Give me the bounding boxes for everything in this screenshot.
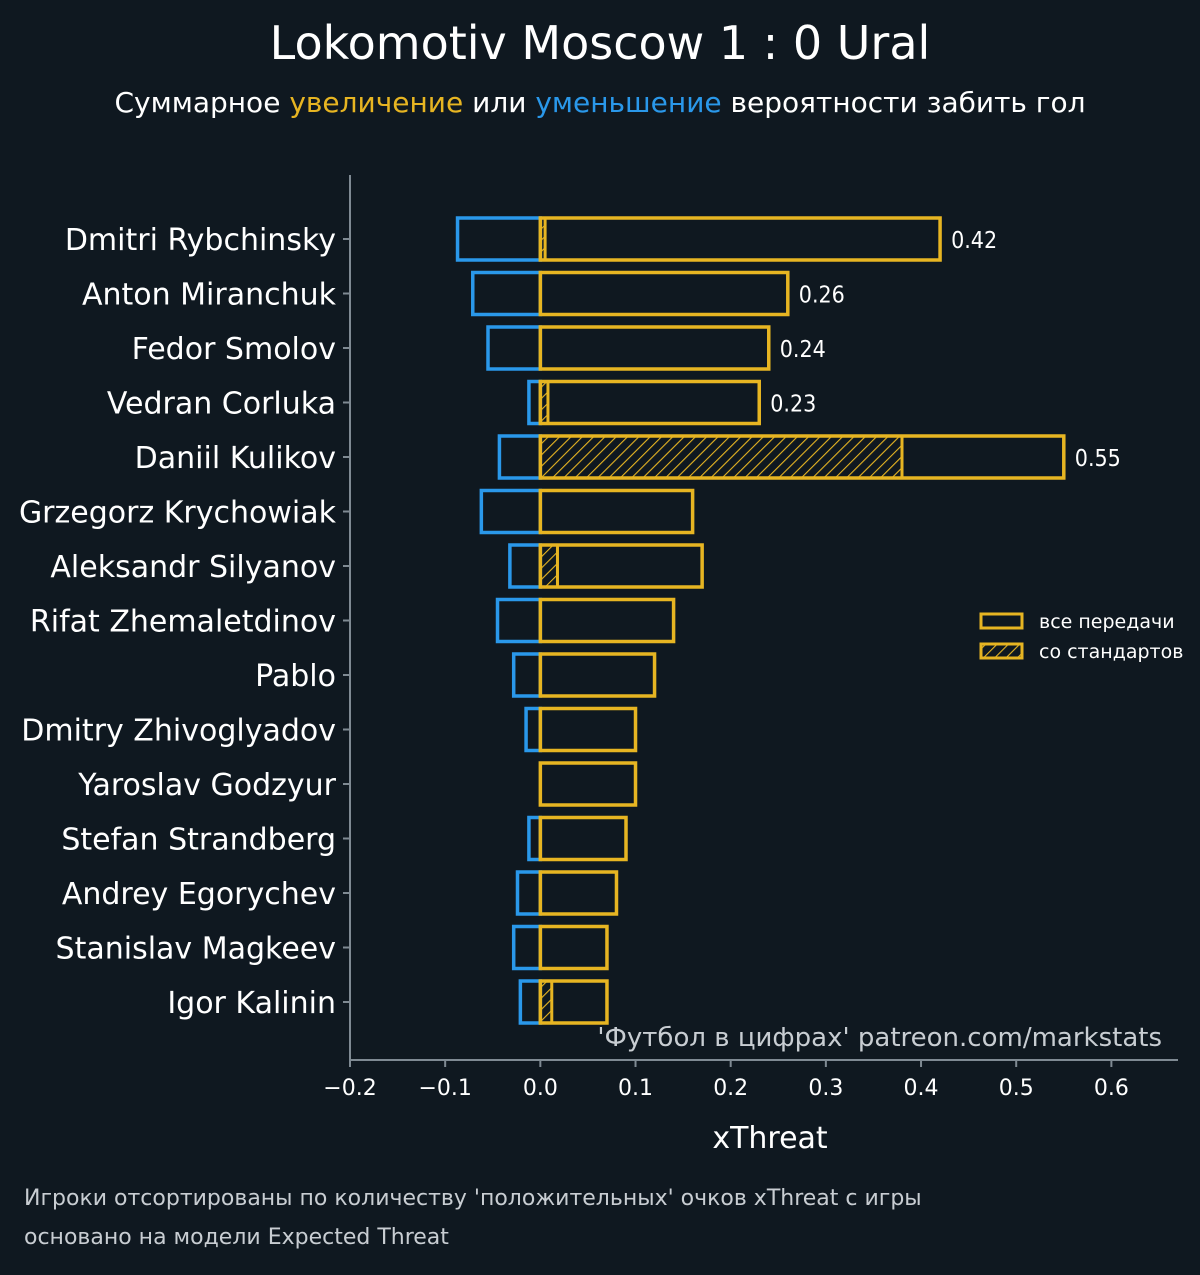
negative-bar xyxy=(486,325,543,371)
positive-bar xyxy=(538,270,790,317)
x-tick-label: 0.6 xyxy=(1094,1076,1129,1101)
negative-bar xyxy=(508,543,543,589)
subtitle-prefix: Суммарное xyxy=(114,86,290,119)
negative-bar xyxy=(479,488,543,535)
axes-group: −0.2 −0.1 0.0 0.1 0.2 0.3 0.4 0.5 0.6 xThreat xyxy=(323,175,1178,1156)
positive-bar xyxy=(538,924,609,971)
value-label: 0.23 xyxy=(770,392,816,418)
labels-group: Dmitri Rybchinsky Anton Miranchuk Fedor Sm… xyxy=(19,223,1162,1053)
player-label: Andrey Egorychev xyxy=(62,877,336,912)
legend-swatch-all-passes xyxy=(979,612,1024,630)
subtitle-increase: увеличение xyxy=(289,86,464,119)
player-label: Pablo xyxy=(255,659,336,694)
negative-bar xyxy=(511,652,543,698)
x-tick-label: 0.3 xyxy=(808,1076,843,1101)
player-label: Vedran Corluka xyxy=(107,387,336,422)
player-label: Grzegorz Krychowiak xyxy=(19,496,337,531)
positive-bar xyxy=(538,434,1066,480)
negative-bar xyxy=(515,870,543,916)
negative-bar xyxy=(511,924,543,971)
bars-group xyxy=(455,216,1066,1025)
set-piece-bar xyxy=(538,434,904,480)
player-label: Aleksandr Silyanov xyxy=(50,550,336,585)
positive-bar xyxy=(538,870,619,916)
positive-bar xyxy=(538,706,638,753)
footnote-model: основано на модели Expected Threat xyxy=(24,1225,449,1250)
value-label: 0.26 xyxy=(799,283,845,309)
value-label: 0.24 xyxy=(780,337,826,363)
chart-title: Lokomotiv Moscow 1 : 0 Ural xyxy=(269,16,931,70)
chart-subtitle: Суммарное увеличение или уменьшение веро… xyxy=(0,86,1200,119)
player-label: Stefan Strandberg xyxy=(61,823,336,858)
x-tick-label: −0.2 xyxy=(323,1076,376,1101)
positive-bar xyxy=(538,488,695,535)
value-label: 0.55 xyxy=(1075,446,1121,472)
positive-bar xyxy=(538,543,704,589)
x-tick-label: 0.1 xyxy=(618,1076,653,1101)
negative-bar xyxy=(524,706,543,753)
x-tick-label: 0.0 xyxy=(523,1076,558,1101)
player-label: Rifat Zhemaletdinov xyxy=(30,605,336,640)
player-label: Igor Kalinin xyxy=(167,986,336,1021)
negative-bar xyxy=(518,979,543,1025)
positive-bar xyxy=(538,216,942,262)
negative-bar xyxy=(495,597,543,644)
value-label: 0.42 xyxy=(951,228,997,254)
player-label: Stanislav Magkeev xyxy=(56,932,336,967)
positive-bar xyxy=(538,652,657,698)
positive-bar xyxy=(538,379,761,426)
subtitle-decrease: уменьшение xyxy=(535,86,722,119)
legend-label-all-passes: все передачи xyxy=(1039,611,1175,633)
player-label: Dmitry Zhivoglyadov xyxy=(21,714,336,749)
player-label: Fedor Smolov xyxy=(132,332,336,367)
player-label: Anton Miranchuk xyxy=(82,278,337,313)
positive-bar xyxy=(538,815,628,862)
x-tick-label: 0.5 xyxy=(999,1076,1034,1101)
chart-legend: все передачи со стандартов xyxy=(979,611,1183,663)
legend-label-set-pieces: со стандартов xyxy=(1039,641,1183,663)
player-label: Dmitri Rybchinsky xyxy=(65,223,336,258)
subtitle-middle: или xyxy=(463,86,536,119)
x-tick-label: −0.1 xyxy=(418,1076,471,1101)
legend-swatch-set-pieces xyxy=(979,642,1024,660)
player-label: Yaroslav Godzyur xyxy=(77,768,336,803)
negative-bar xyxy=(471,270,543,317)
xthreat-bar-chart: −0.2 −0.1 0.0 0.1 0.2 0.3 0.4 0.5 0.6 xThreat Dmi… xyxy=(19,175,1183,1156)
x-tick-label: 0.4 xyxy=(904,1076,939,1101)
watermark: 'Футбол в цифрах' patreon.com/markstats xyxy=(597,1023,1162,1053)
positive-bar xyxy=(538,597,676,644)
player-label: Daniil Kulikov xyxy=(135,441,336,476)
positive-bar xyxy=(538,325,771,371)
positive-bar xyxy=(538,979,609,1025)
footnote-sorting: Игроки отсортированы по количеству 'поло… xyxy=(24,1186,922,1211)
x-axis-label: xThreat xyxy=(712,1121,828,1156)
subtitle-suffix: вероятности забить гол xyxy=(721,86,1086,119)
negative-bar xyxy=(455,216,543,262)
negative-bar xyxy=(497,434,543,480)
x-tick-label: 0.2 xyxy=(713,1076,748,1101)
positive-bar xyxy=(538,761,638,807)
set-piece-bar xyxy=(538,543,559,589)
